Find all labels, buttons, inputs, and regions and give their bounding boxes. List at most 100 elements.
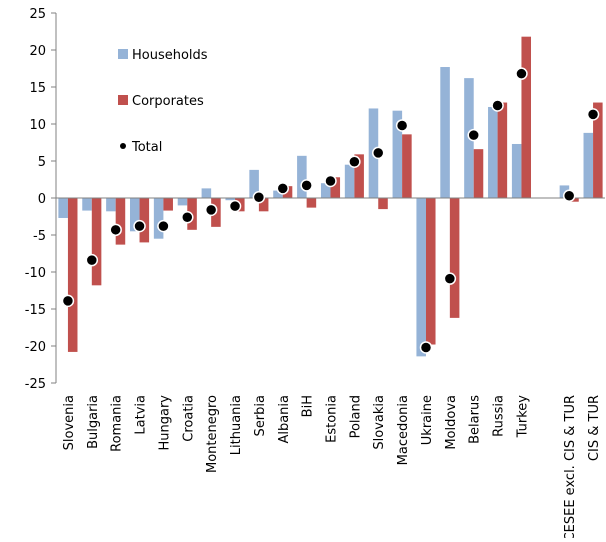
total-dot xyxy=(85,253,99,267)
y-tick-label: 25 xyxy=(29,7,46,22)
total-dot xyxy=(348,155,361,168)
x-tick-label: Estonia xyxy=(325,395,340,443)
legend-swatch xyxy=(118,49,128,59)
bar xyxy=(344,164,355,198)
y-tick-label: 0 xyxy=(38,192,46,207)
bar xyxy=(306,198,317,208)
x-tick-label: Croatia xyxy=(181,395,196,442)
legend-label: Households xyxy=(132,48,208,63)
legend-swatch xyxy=(120,143,126,149)
x-tick-label: Montenegro xyxy=(205,395,220,473)
total-dot xyxy=(491,99,504,112)
total-dot xyxy=(562,189,576,203)
total-dot xyxy=(395,119,409,132)
bar xyxy=(82,198,92,211)
x-tick-label: Russia xyxy=(492,395,507,437)
bar xyxy=(258,198,269,212)
bar xyxy=(392,110,403,198)
bar xyxy=(58,198,68,218)
y-tick-label: -20 xyxy=(25,340,46,355)
bar xyxy=(583,132,594,198)
total-dot xyxy=(181,210,194,224)
bar xyxy=(67,198,78,352)
x-tick-label: Romania xyxy=(110,395,125,452)
y-tick-label: 5 xyxy=(38,155,46,170)
y-tick-label: 20 xyxy=(29,44,46,59)
x-tick-label: CIS & TUR xyxy=(587,395,602,461)
total-dot xyxy=(204,203,218,217)
bar xyxy=(129,198,140,232)
y-tick-label: -15 xyxy=(25,303,46,318)
bar xyxy=(593,102,603,198)
bar xyxy=(330,177,341,198)
total-dot xyxy=(371,146,385,160)
x-tick-label: Serbia xyxy=(253,395,268,436)
bar xyxy=(425,198,436,345)
total-dot xyxy=(133,219,146,233)
x-tick-label: Latvia xyxy=(134,395,149,435)
bar xyxy=(378,198,388,210)
total-dot xyxy=(515,67,528,80)
x-tick-label: CESEE excl. CIS & TUR xyxy=(563,395,578,538)
bar xyxy=(559,185,570,198)
total-dot xyxy=(586,108,600,121)
y-tick-label: -10 xyxy=(25,266,46,281)
total-dot xyxy=(467,128,480,142)
bar xyxy=(473,149,484,198)
x-tick-label: Belarus xyxy=(468,395,483,444)
total-dot xyxy=(324,174,337,188)
y-tick-label: -5 xyxy=(33,229,46,244)
x-tick-label: Slovenia xyxy=(62,395,77,450)
bar xyxy=(511,143,522,198)
x-tick-label: Hungary xyxy=(157,395,172,451)
bar xyxy=(416,198,426,357)
bar xyxy=(273,190,283,198)
bar xyxy=(249,169,259,198)
total-dot xyxy=(252,191,266,204)
bar xyxy=(177,198,188,206)
y-tick-label: 15 xyxy=(29,81,46,96)
bar xyxy=(225,198,236,201)
bar xyxy=(115,198,126,245)
bar xyxy=(449,198,460,318)
bar xyxy=(521,36,532,199)
x-tick-label: Slovakia xyxy=(372,395,387,450)
x-tick-label: Macedonia xyxy=(396,395,411,465)
x-tick-label: Turkey xyxy=(515,395,530,439)
total-dot xyxy=(276,182,290,195)
x-tick-label: Albania xyxy=(277,395,292,444)
x-tick-label: BiH xyxy=(301,395,316,417)
legend-label: Corporates xyxy=(132,94,204,109)
bar xyxy=(488,106,498,198)
bar xyxy=(320,183,331,198)
total-dot xyxy=(443,272,457,285)
bar xyxy=(354,154,364,198)
bar xyxy=(91,198,102,286)
bar xyxy=(297,155,307,198)
legend-swatch xyxy=(118,95,128,105)
total-dot xyxy=(109,223,122,237)
y-tick-label: -25 xyxy=(25,377,46,392)
x-tick-label: Moldova xyxy=(444,395,459,450)
bar xyxy=(497,102,508,198)
x-tick-label: Poland xyxy=(348,395,363,438)
total-dot xyxy=(157,219,170,233)
total-dot xyxy=(300,179,313,192)
x-tick-label: Bulgaria xyxy=(86,395,101,449)
x-tick-label: Lithuania xyxy=(229,395,244,455)
total-dot xyxy=(419,341,433,354)
bar xyxy=(569,198,579,202)
total-dot xyxy=(61,294,75,308)
legend-label: Total xyxy=(131,140,162,155)
bar xyxy=(106,198,116,212)
bar xyxy=(402,134,412,198)
total-dot xyxy=(228,199,242,213)
bar xyxy=(440,67,450,199)
bar xyxy=(163,198,173,211)
bar xyxy=(139,198,150,243)
bar xyxy=(153,198,164,239)
y-tick-label: 10 xyxy=(29,118,46,133)
bar xyxy=(201,188,212,198)
x-tick-label: Ukraine xyxy=(420,395,435,445)
